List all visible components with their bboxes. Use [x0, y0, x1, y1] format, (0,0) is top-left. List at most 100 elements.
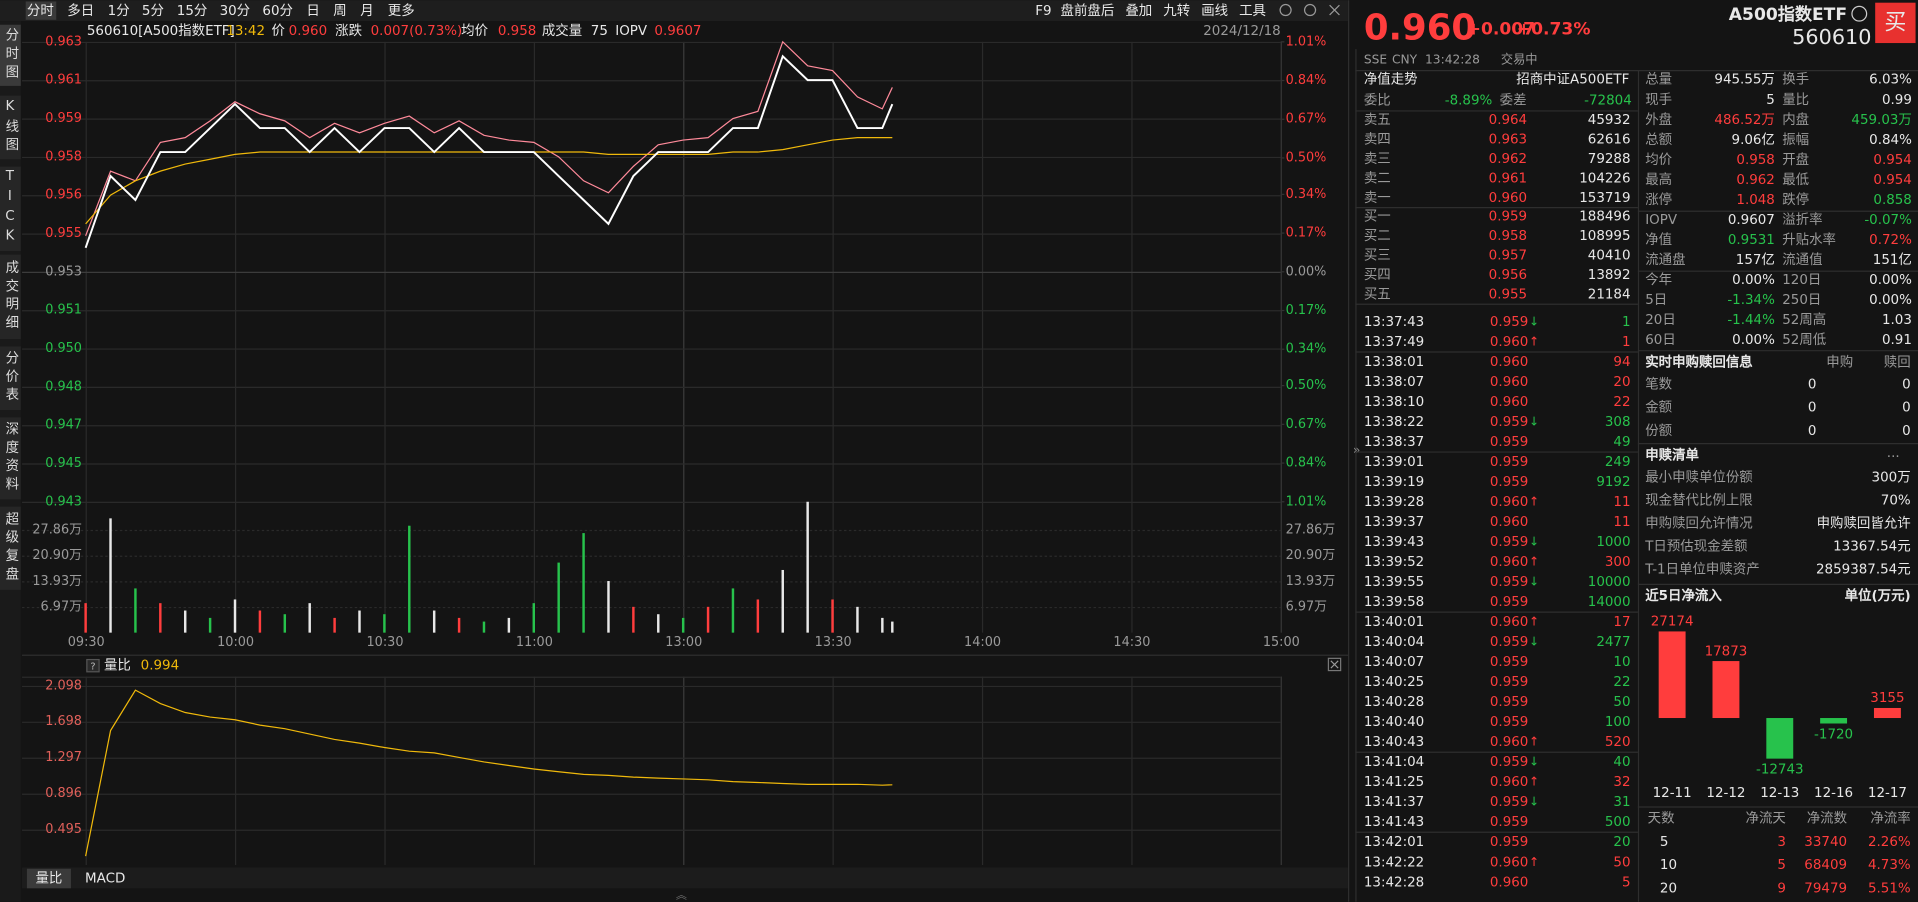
trade-volume: 520	[1605, 735, 1631, 750]
book-price: 0.957	[1489, 249, 1527, 264]
side-tab-bg	[0, 95, 21, 160]
period-tab[interactable]: 60分	[262, 3, 293, 19]
trade-price: 0.959	[1490, 415, 1528, 430]
period-tab[interactable]: 30分	[220, 3, 251, 19]
trade-volume: 11	[1613, 495, 1630, 510]
help-icon[interactable]	[1303, 3, 1317, 17]
bar	[109, 518, 112, 633]
buy-label[interactable]: 买	[1884, 10, 1906, 35]
trade-volume: 20	[1613, 375, 1630, 390]
security-code: 560610	[1792, 25, 1871, 49]
y-tick-label: 0.959	[45, 111, 82, 126]
collapse-toggle[interactable]: »	[1353, 443, 1360, 457]
book-volume: 13892	[1588, 268, 1631, 283]
info-icon[interactable]	[1851, 5, 1868, 22]
trade-volume: 22	[1613, 395, 1630, 410]
bar	[582, 533, 585, 633]
stat-label: 跌停	[1782, 191, 1809, 208]
side-tab[interactable]: TICK	[2, 169, 17, 249]
side-tab[interactable]: K线图	[2, 99, 19, 156]
period-tab[interactable]: 更多	[388, 2, 415, 19]
trade-price: 0.959	[1490, 635, 1528, 650]
bar	[1658, 631, 1686, 719]
trade-volume: 1	[1622, 335, 1631, 350]
close-button[interactable]	[1327, 657, 1342, 672]
close-icon[interactable]	[1329, 4, 1340, 16]
tool-button[interactable]: 叠加	[1125, 3, 1152, 19]
label: 净流率	[1870, 810, 1910, 827]
y2-tick-label: 0.67%	[1286, 112, 1327, 127]
settings-icon[interactable]	[1279, 3, 1292, 17]
period-tab[interactable]: 日	[306, 4, 319, 19]
side-tab[interactable]: 成交明细	[2, 260, 19, 334]
expand-toggle[interactable]: ︽	[676, 889, 687, 902]
y2-tick-label: 0.84%	[1286, 73, 1327, 88]
trade-price: 0.960	[1490, 735, 1528, 750]
tool-button[interactable]: 盘前盘后	[1061, 2, 1115, 19]
tool-button[interactable]: F9	[1035, 4, 1051, 19]
label: 5.51%	[1868, 881, 1911, 896]
y-tick-label: 0.896	[45, 786, 82, 801]
x-tick-label: 13:30	[815, 635, 852, 650]
label: 委差	[1500, 93, 1527, 109]
trade-price: 0.960	[1490, 615, 1528, 630]
tool-button[interactable]: 工具	[1239, 4, 1266, 19]
tool-button[interactable]: 画线	[1201, 3, 1228, 19]
period-tab[interactable]: 5分	[142, 3, 164, 19]
indicator-tab[interactable]: 量比	[35, 871, 62, 887]
period-tab[interactable]: 分时	[27, 3, 54, 19]
label[interactable]: ...	[1887, 446, 1900, 461]
side-tab[interactable]: 分时图	[2, 28, 19, 83]
period-tab[interactable]: 15分	[177, 3, 208, 19]
stat-label: 250日	[1782, 293, 1821, 308]
trade-price: 0.959	[1490, 595, 1528, 610]
label: 5	[1777, 858, 1786, 873]
label: 2859387.54元	[1816, 562, 1911, 577]
trade-price: 0.959	[1490, 575, 1528, 590]
book-level: 买一	[1364, 209, 1391, 225]
stat-value: 0.9607	[1728, 213, 1775, 228]
trade-price: 0.959	[1490, 695, 1528, 710]
stat-value: 0.00%	[1869, 273, 1912, 288]
label: 涨跌	[335, 23, 362, 39]
trade-time: 13:40:28	[1364, 695, 1424, 710]
side-tab-bg	[0, 254, 21, 340]
period-tab[interactable]: 多日	[67, 2, 94, 19]
side-tab[interactable]: 超级复盘	[2, 511, 19, 585]
period-tab[interactable]: 周	[333, 4, 346, 19]
help-box[interactable]	[86, 658, 100, 673]
label: 金额	[1645, 400, 1672, 416]
book-price: 0.959	[1489, 210, 1527, 225]
sub-tab-bar	[22, 867, 1348, 889]
indicator-tab[interactable]: MACD	[85, 872, 125, 887]
trade-price: 0.959	[1490, 675, 1528, 690]
y-tick-label: 6.97万	[41, 599, 83, 614]
trade-time: 13:39:58	[1364, 595, 1424, 610]
bar	[358, 610, 361, 633]
bar	[607, 581, 610, 633]
side-tab-bg	[0, 346, 21, 411]
trade-volume: 100	[1605, 715, 1631, 730]
bar	[432, 610, 436, 633]
stat-value: 0.954	[1873, 173, 1911, 188]
buy-button[interactable]	[1875, 2, 1916, 44]
y-tick-label: 27.86万	[32, 522, 82, 537]
bar	[507, 617, 511, 633]
bar	[1712, 661, 1740, 719]
trade-time: 13:38:10	[1364, 395, 1424, 410]
period-tab[interactable]: 月	[360, 4, 373, 19]
bar	[482, 621, 486, 633]
stat-label: 20日	[1645, 313, 1676, 328]
x-tick-label: 14:30	[1113, 635, 1150, 650]
trade-volume: 22	[1613, 675, 1630, 690]
period-tab[interactable]: 1分	[108, 3, 130, 19]
book-level: 买二	[1364, 228, 1391, 244]
side-tab[interactable]: 分价表	[2, 351, 19, 406]
stat-label: 最高	[1645, 171, 1672, 188]
side-tab[interactable]: 深度资料	[2, 421, 19, 495]
trade-volume: 2477	[1596, 635, 1630, 650]
tab-selected	[25, 1, 57, 20]
tool-button[interactable]: 九转	[1163, 3, 1190, 19]
trade-time: 13:42:01	[1364, 835, 1424, 850]
